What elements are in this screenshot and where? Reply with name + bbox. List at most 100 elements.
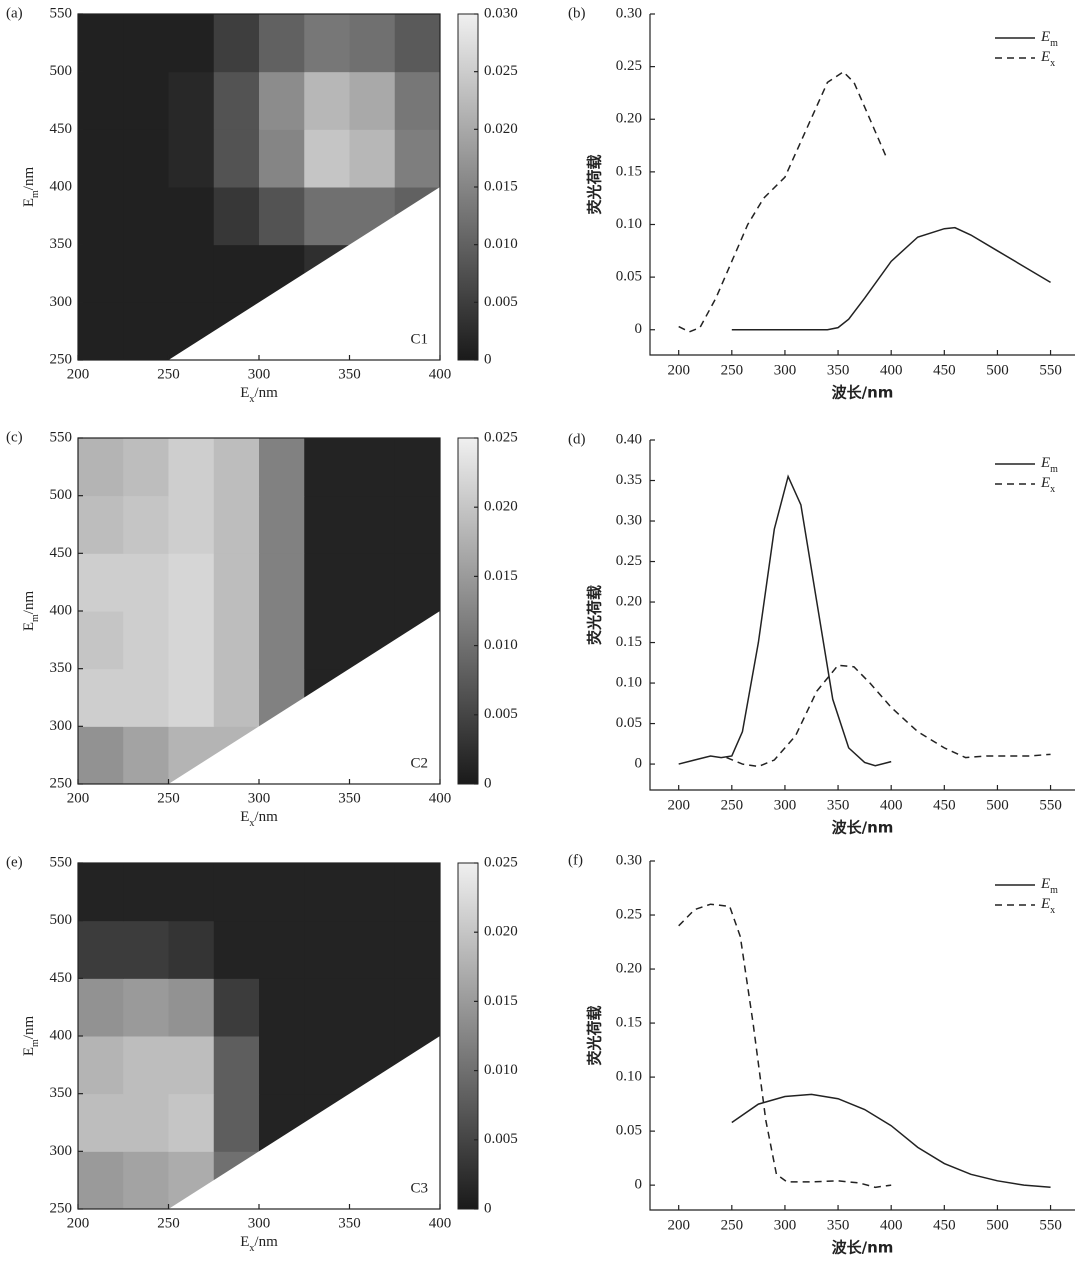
series-line <box>678 70 887 333</box>
colorbar <box>457 862 479 1210</box>
axes <box>649 14 1075 356</box>
contour-cell <box>394 71 441 130</box>
panel-label: (e) <box>6 854 23 870</box>
y-axis-label: Em/nm <box>21 591 40 632</box>
x-tick-label: 450 <box>933 362 956 378</box>
y-tick-label: 300 <box>50 1143 73 1159</box>
contour-cell <box>213 668 260 727</box>
y-tick-label: 0.40 <box>616 431 642 447</box>
contour-cell <box>394 495 441 554</box>
colorbar-tick-label: 0.020 <box>484 499 518 515</box>
x-tick-label: 350 <box>338 790 361 806</box>
x-tick-label: 300 <box>774 1217 797 1233</box>
contour-cell <box>123 1151 169 1210</box>
contour-cell <box>123 863 169 922</box>
contour-cell <box>168 978 215 1037</box>
x-axis-label-part: x <box>249 394 254 405</box>
contour-cell <box>168 668 215 727</box>
y-tick-label: 0.25 <box>616 906 642 922</box>
x-axis-label-part: /nm <box>254 1234 278 1250</box>
contour-cell <box>304 187 350 246</box>
contour-cell <box>259 1036 305 1095</box>
y-axis-label-part: /nm <box>21 591 37 615</box>
y-tick-label: 0.35 <box>616 472 642 488</box>
contour-cell <box>259 14 305 73</box>
colorbar-tick-label: 0.030 <box>484 5 518 21</box>
contour-cell <box>168 129 215 188</box>
contour-cell <box>304 438 350 497</box>
contour-cell <box>394 863 441 922</box>
x-tick-label: 200 <box>67 366 90 382</box>
contour-cell <box>78 726 124 785</box>
legend-label: Em <box>1040 876 1058 895</box>
legend-label: Ex <box>1040 475 1055 494</box>
contour-cell <box>213 1093 260 1152</box>
x-tick-label: 300 <box>248 366 271 382</box>
contour-cell <box>78 978 124 1037</box>
legend-label: Em <box>1040 455 1058 474</box>
contour-cell <box>213 611 260 670</box>
y-axis-label-part: /nm <box>21 1016 37 1040</box>
contour-cell <box>259 187 305 246</box>
contour-cell <box>349 129 396 188</box>
contour-cell <box>259 495 305 554</box>
x-tick-label: 350 <box>827 362 850 378</box>
panel-label: (f) <box>568 852 583 868</box>
y-tick-label: 400 <box>50 178 73 194</box>
contour-cell <box>259 863 305 922</box>
axes <box>649 861 1075 1211</box>
x-axis-label: Ex/nm <box>240 1234 278 1253</box>
contour-cell <box>349 863 396 922</box>
contour-cell <box>168 611 215 670</box>
x-tick-label: 400 <box>429 790 452 806</box>
panel-label: (a) <box>6 5 23 21</box>
y-tick-label: 450 <box>50 121 73 137</box>
contour-cell <box>394 438 441 497</box>
contour-cell <box>168 1036 215 1095</box>
x-tick-label: 250 <box>157 790 180 806</box>
component-label: C3 <box>410 1180 428 1196</box>
contour-cell <box>78 1151 124 1210</box>
y-tick-label: 0.05 <box>616 715 642 731</box>
y-tick-label: 550 <box>50 854 73 870</box>
x-axis-label-part: E <box>240 385 249 401</box>
contour-cell <box>259 611 305 670</box>
contour-cell <box>304 14 350 73</box>
contour-cell <box>123 187 169 246</box>
y-axis-label-part: m <box>30 614 41 622</box>
y-tick-label: 300 <box>50 294 73 310</box>
x-tick-label: 400 <box>880 362 903 378</box>
contour-cell <box>304 553 350 612</box>
x-tick-label: 450 <box>933 1217 956 1233</box>
x-tick-label: 350 <box>338 366 361 382</box>
colorbar-tick-label: 0.010 <box>484 1062 518 1078</box>
y-tick-label: 300 <box>50 718 73 734</box>
contour-cell <box>123 920 169 979</box>
contour-cell <box>349 438 396 497</box>
excluded-region <box>168 611 440 784</box>
contour-cell <box>168 71 215 130</box>
contour-cell <box>213 553 260 612</box>
contour-cell <box>78 14 124 73</box>
contour-cell <box>123 1093 169 1152</box>
colorbar <box>457 437 479 785</box>
y-tick-label: 500 <box>50 487 73 503</box>
contour-cell <box>78 129 124 188</box>
y-tick-label: 350 <box>50 236 73 252</box>
excluded-region <box>168 187 440 360</box>
contour-cell <box>123 553 169 612</box>
x-tick-label: 250 <box>721 797 744 813</box>
series-line <box>678 474 892 767</box>
x-tick-label: 450 <box>933 797 956 813</box>
x-tick-label: 500 <box>986 1217 1009 1233</box>
contour-cell <box>213 863 260 922</box>
colorbar-tick-label: 0.010 <box>484 637 518 653</box>
contour-cell <box>123 668 169 727</box>
contour-cell <box>78 438 124 497</box>
y-tick-label: 0.10 <box>616 1069 642 1085</box>
colorbar-tick-label: 0.005 <box>484 294 518 310</box>
y-tick-label: 250 <box>50 775 73 791</box>
contour-cell <box>304 920 350 979</box>
contour-cell <box>213 129 260 188</box>
